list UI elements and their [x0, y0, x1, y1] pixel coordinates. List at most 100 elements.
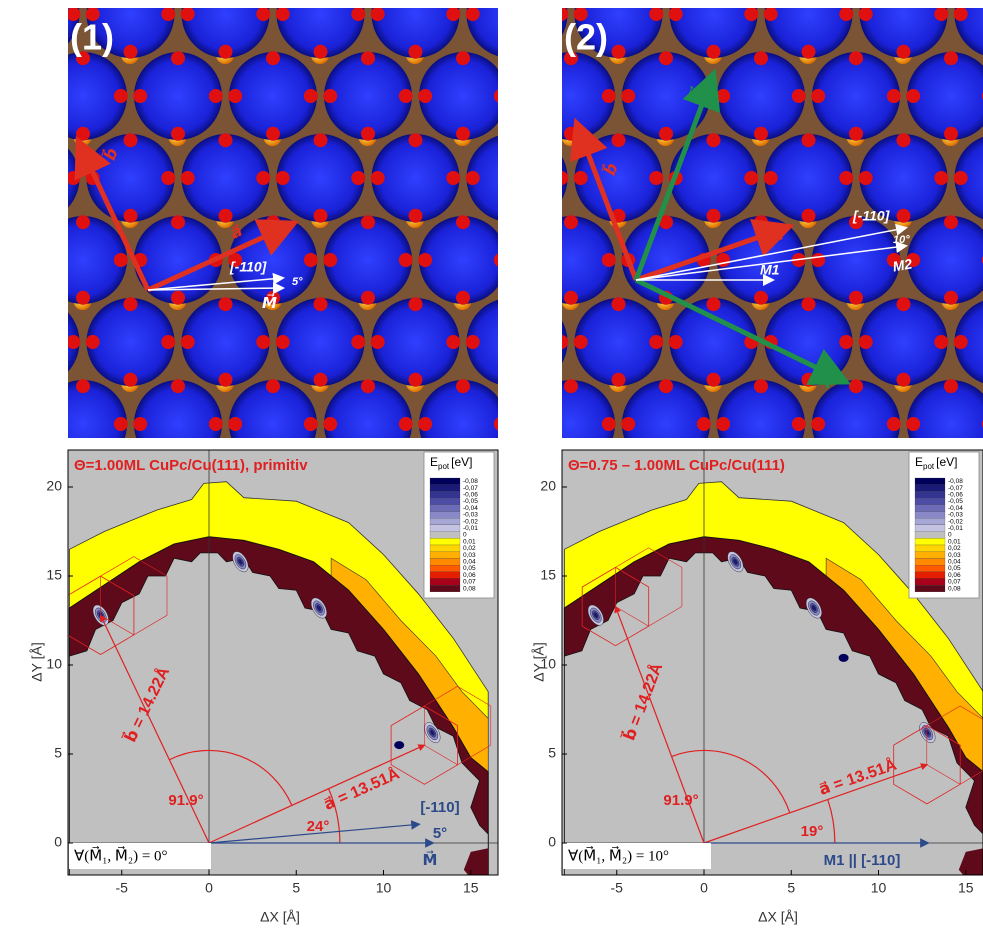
x-tick-label: 0 [205, 880, 213, 896]
oxygen [171, 379, 185, 394]
oxygen [811, 253, 826, 267]
oxygen [517, 373, 531, 387]
oxygen [754, 215, 768, 230]
angle-arc [671, 749, 791, 814]
oxygen [398, 253, 413, 267]
oxygen [744, 8, 759, 21]
oxygen [208, 417, 223, 431]
panel-label: (1) [70, 17, 114, 58]
molecule [371, 298, 460, 386]
x-tick-label: 15 [958, 880, 974, 896]
oxygen [418, 417, 433, 431]
legend: Epot [eV]-0,08-0,07-0,06-0,05-0,04-0,03-0… [423, 451, 495, 599]
molecule [324, 52, 412, 140]
molecule [181, 134, 270, 222]
vector-b [99, 614, 210, 844]
oxygen [611, 372, 626, 387]
oxygen [370, 171, 385, 185]
oxygen [408, 133, 423, 148]
oxygen [754, 379, 768, 394]
oxygen [266, 379, 280, 394]
potential-well [733, 558, 738, 565]
legend-level: 0 [948, 532, 952, 539]
y-tick-label: 15 [46, 567, 62, 583]
annotation: 91.9° [663, 792, 698, 809]
oxygen [801, 208, 816, 223]
oxygen [944, 51, 958, 66]
legend-level: 0,01 [948, 538, 961, 545]
oxygen [517, 297, 531, 311]
legend-swatch [914, 571, 946, 579]
molecule [907, 52, 983, 140]
direction [208, 820, 421, 844]
legend-swatch [429, 578, 461, 586]
vector-b [614, 605, 705, 844]
oxygen [621, 89, 636, 103]
unit-cell-hex [615, 547, 683, 627]
oxygen [398, 89, 413, 103]
oxygen [351, 335, 366, 349]
molecule [669, 298, 758, 386]
oxygen [218, 297, 233, 312]
x-tick-label: 0 [700, 880, 708, 896]
oxygen [218, 208, 233, 223]
angle-arc [827, 799, 836, 844]
oxygen [0, 7, 5, 21]
oxygen [504, 209, 518, 223]
legend-level: -0,04 [948, 505, 963, 512]
x-tick-label: 10 [376, 880, 392, 896]
vector-b [569, 117, 639, 281]
oxygen [180, 335, 195, 349]
legend-level: -0,08 [463, 478, 478, 485]
oxygen [275, 171, 290, 185]
oxygen [361, 290, 375, 305]
oxygen [208, 89, 223, 103]
oxygen [562, 171, 569, 185]
oxygen [611, 44, 626, 59]
legend-level: -0,06 [463, 492, 478, 499]
oxygen [113, 89, 128, 103]
oxygen [38, 253, 52, 267]
legend-title: Epot [eV] [915, 455, 958, 471]
molecule [68, 8, 80, 44]
vector-a [703, 763, 929, 844]
oxygen [123, 44, 138, 59]
molecule [181, 298, 270, 386]
potential-well [316, 605, 322, 611]
oxygen [649, 8, 664, 21]
molecule [229, 380, 317, 438]
oxygen [849, 379, 863, 394]
legend-swatch [429, 504, 461, 512]
y-axis-label: ΔY [Å] [531, 642, 547, 681]
molecule [276, 8, 365, 58]
x-axis-label: ΔX [Å] [758, 909, 798, 925]
legend-level: -0,08 [948, 478, 963, 485]
molecule [954, 136, 983, 220]
legend-swatch [429, 585, 461, 593]
molecule [669, 134, 758, 222]
plot-title: Θ=0.75 – 1.00ML CuPc/Cu(111) [568, 457, 785, 474]
legend-swatch [429, 558, 461, 566]
oxygen [123, 297, 138, 312]
molecule [466, 299, 498, 385]
oxygen [123, 372, 138, 387]
oxygen [896, 44, 911, 59]
direction [147, 272, 285, 291]
oxygen [29, 133, 43, 147]
oxygen [517, 209, 531, 223]
oxygen [849, 126, 863, 141]
legend-title: Epot [eV] [430, 455, 473, 471]
oxygen [649, 171, 664, 185]
molecule [68, 148, 80, 208]
x-axis-label: ΔX [Å] [260, 909, 300, 925]
oxygen [456, 379, 470, 394]
oxygen [465, 171, 480, 185]
legend-swatch [914, 544, 946, 552]
molecule [276, 298, 365, 386]
oxygen [896, 208, 911, 223]
oxygen [256, 171, 271, 185]
oxygen [303, 253, 318, 267]
oxygen [668, 335, 683, 349]
direction [147, 282, 285, 295]
y-tick-label: 5 [54, 745, 62, 761]
